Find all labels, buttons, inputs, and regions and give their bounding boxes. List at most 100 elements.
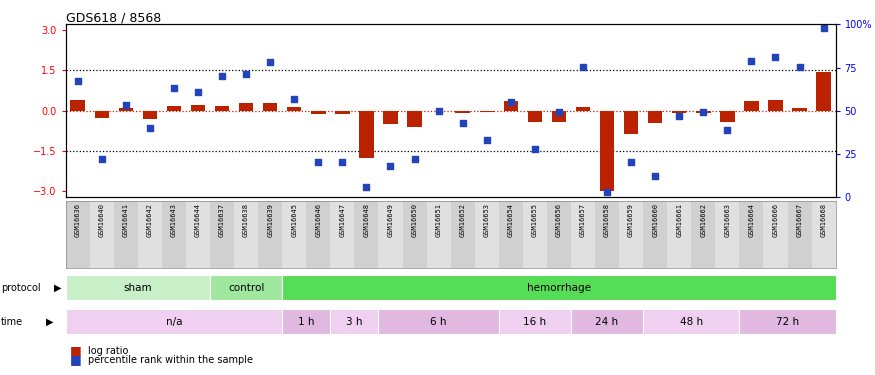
Bar (379, 201, 402, 268)
Bar (408, 111, 422, 128)
Text: ■: ■ (70, 344, 81, 357)
Point (191, 88, 205, 94)
Text: 3 h: 3 h (346, 316, 362, 327)
Text: log ratio: log ratio (88, 346, 128, 355)
Point (312, 159, 326, 165)
Point (793, 64, 807, 70)
Bar (768, 100, 783, 111)
Bar (716, 201, 739, 268)
Bar (312, 111, 326, 114)
Point (696, 110, 710, 116)
Text: GSM16663: GSM16663 (724, 202, 731, 237)
Bar (90, 201, 114, 268)
Bar (162, 201, 186, 268)
Bar (331, 201, 354, 268)
Bar (282, 309, 331, 334)
Bar (576, 106, 591, 111)
Text: GSM16658: GSM16658 (604, 202, 610, 237)
Point (143, 125, 157, 131)
Bar (523, 201, 547, 268)
Bar (499, 201, 523, 268)
Text: GSM16643: GSM16643 (171, 202, 177, 237)
Bar (306, 201, 331, 268)
Point (745, 58, 759, 64)
Bar (812, 201, 836, 268)
Text: GSM16641: GSM16641 (123, 202, 129, 237)
Text: GDS618 / 8568: GDS618 / 8568 (66, 11, 161, 24)
Bar (793, 108, 807, 111)
Text: n/a: n/a (165, 316, 182, 327)
Point (720, 127, 734, 133)
Bar (94, 111, 109, 118)
Text: GSM16652: GSM16652 (459, 202, 466, 237)
Text: 6 h: 6 h (430, 316, 447, 327)
Text: 1 h: 1 h (298, 316, 314, 327)
Text: GSM16650: GSM16650 (411, 202, 417, 237)
Text: 24 h: 24 h (596, 316, 619, 327)
Bar (739, 201, 763, 268)
Point (71, 78, 85, 84)
Text: protocol: protocol (1, 283, 40, 293)
Bar (66, 275, 210, 300)
Point (576, 64, 590, 70)
Text: GSM16653: GSM16653 (484, 202, 490, 237)
Bar (552, 111, 566, 122)
Text: GSM16647: GSM16647 (340, 202, 346, 237)
Text: GSM16639: GSM16639 (267, 202, 273, 237)
Text: GSM16660: GSM16660 (652, 202, 658, 237)
Bar (745, 101, 759, 111)
Bar (143, 111, 158, 119)
Bar (66, 309, 282, 334)
Text: GSM16664: GSM16664 (748, 202, 754, 237)
Point (408, 156, 422, 162)
Bar (620, 201, 643, 268)
Point (624, 159, 638, 165)
Bar (475, 201, 499, 268)
Bar (335, 111, 350, 114)
Point (456, 120, 470, 126)
Text: GSM16667: GSM16667 (796, 202, 802, 237)
Text: GSM16648: GSM16648 (363, 202, 369, 237)
Bar (816, 72, 831, 111)
Bar (600, 111, 614, 192)
Bar (571, 201, 595, 268)
Bar (402, 201, 427, 268)
Point (768, 54, 782, 60)
Bar (138, 201, 162, 268)
Bar (234, 201, 258, 268)
Bar (114, 201, 138, 268)
Bar (763, 201, 788, 268)
Bar (258, 201, 282, 268)
Text: sham: sham (123, 283, 152, 293)
Point (263, 59, 277, 65)
Text: time: time (1, 316, 23, 327)
Text: GSM16640: GSM16640 (99, 202, 105, 237)
Text: GSM16644: GSM16644 (195, 202, 201, 237)
Text: GSM16666: GSM16666 (773, 202, 779, 237)
Bar (595, 201, 619, 268)
Text: GSM16655: GSM16655 (532, 202, 538, 237)
Bar (167, 106, 181, 111)
Point (167, 85, 181, 91)
Bar (480, 111, 494, 112)
Text: GSM16637: GSM16637 (219, 202, 225, 237)
Bar (427, 201, 451, 268)
Bar (739, 309, 836, 334)
Point (94, 156, 108, 162)
Text: GSM16657: GSM16657 (580, 202, 586, 237)
Text: 48 h: 48 h (680, 316, 703, 327)
Point (504, 99, 518, 105)
Bar (547, 201, 571, 268)
Point (335, 159, 349, 165)
Point (119, 102, 133, 108)
Text: percentile rank within the sample: percentile rank within the sample (88, 355, 253, 365)
Text: GSM16642: GSM16642 (147, 202, 153, 237)
Point (600, 189, 614, 195)
Bar (66, 201, 90, 268)
Bar (720, 111, 735, 122)
Bar (215, 106, 229, 111)
Point (215, 73, 229, 79)
Bar (191, 105, 206, 111)
Bar (354, 201, 379, 268)
Text: GSM16654: GSM16654 (507, 202, 514, 237)
